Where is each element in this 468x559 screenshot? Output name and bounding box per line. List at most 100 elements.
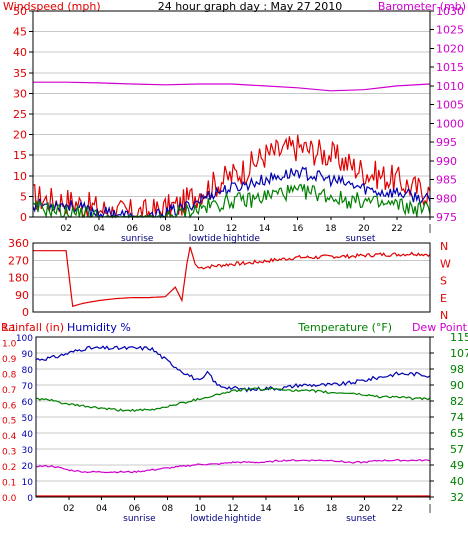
event-label: hightide	[224, 514, 261, 524]
rainfall-tick-label: 0.9	[2, 355, 17, 365]
x-tick-label: 20	[358, 224, 370, 234]
temp-series-line	[35, 387, 431, 413]
event-label: sunset	[346, 514, 376, 524]
temperature-tick-label: 82	[450, 395, 464, 408]
barometer-axis-label: Barometer (mb)	[378, 0, 466, 13]
x-tick-label: |	[428, 504, 431, 514]
barometer-tick-label: 990	[436, 155, 457, 168]
windspeed-tick-label: 10	[13, 170, 27, 183]
windspeed-tick-label: 30	[13, 87, 27, 100]
event-label: sunset	[346, 234, 376, 244]
direction-tick-label: 270	[8, 254, 29, 267]
x-tick-label: 20	[359, 504, 371, 514]
barometer-tick-label: 1005	[436, 99, 464, 112]
dewpoint-axis-label: Dew Point	[412, 321, 468, 334]
event-label: lowtide	[189, 234, 222, 244]
rainfall-tick-label: 0.3	[2, 448, 16, 458]
x-tick-label: 12	[227, 504, 238, 514]
temperature-tick-label: 49	[450, 459, 464, 472]
compass-letter: N	[440, 240, 448, 253]
direction-tick-label: 360	[8, 237, 29, 250]
humidity-tick-label: 0	[27, 494, 33, 504]
humidity-axis-label: Humidity %	[67, 321, 131, 334]
temperature-tick-label: 40	[450, 475, 464, 488]
rainfall-tick-label: 1.1	[2, 324, 16, 334]
x-tick-label: 10	[194, 504, 206, 514]
x-tick-label: 16	[293, 504, 305, 514]
humidity-tick-label: 30	[22, 446, 34, 456]
rainfall-tick-label: 0.8	[2, 370, 17, 380]
windspeed-tick-label: 45	[13, 26, 27, 39]
x-tick-label: 14	[259, 224, 271, 234]
windspeed-tick-label: 40	[13, 46, 27, 59]
event-label: lowtide	[190, 514, 223, 524]
avgwind-series-line	[32, 166, 431, 219]
windspeed-tick-label: 5	[20, 190, 27, 203]
rainfall-tick-label: 0.7	[2, 386, 16, 396]
windspeed-tick-label: 50	[13, 5, 27, 18]
x-tick-label: 06	[127, 224, 139, 234]
humidity-series-line	[35, 345, 431, 393]
event-label: sunrise	[121, 234, 154, 244]
panel-wind-frame	[32, 10, 431, 218]
x-tick-label: 08	[162, 504, 174, 514]
x-tick-label: 22	[391, 224, 402, 234]
windspeed-tick-label: 25	[13, 108, 27, 121]
direction-tick-label: 180	[8, 272, 29, 285]
x-tick-label: 14	[260, 504, 272, 514]
x-tick-label: 22	[391, 504, 402, 514]
barometer-tick-label: 995	[436, 136, 457, 149]
barometer-tick-label: 1020	[436, 42, 464, 55]
x-tick-label: 06	[129, 504, 141, 514]
compass-letter: N	[440, 309, 448, 322]
event-label: sunrise	[123, 514, 156, 524]
temperature-tick-label: 74	[450, 411, 464, 424]
barometer-tick-label: 1010	[436, 80, 464, 93]
humidity-tick-label: 100	[16, 334, 33, 344]
compass-letter: S	[440, 275, 447, 288]
windspeed-axis-label: Windspeed (mph)	[3, 0, 101, 13]
barometer-tick-label: 985	[436, 174, 457, 187]
x-tick-label: 04	[96, 504, 108, 514]
rainfall-axis-label: Rainfall (in)	[1, 321, 64, 334]
humidity-tick-label: 90	[22, 350, 34, 360]
x-tick-label: 16	[292, 224, 304, 234]
humidity-tick-label: 70	[22, 382, 34, 392]
barometer-tick-label: 1015	[436, 61, 464, 74]
windspeed-tick-label: 35	[13, 67, 27, 80]
temperature-tick-label: 32	[450, 491, 464, 504]
temperature-axis-label: Temperature (°F)	[297, 321, 392, 334]
humidity-tick-label: 40	[22, 430, 34, 440]
rainfall-tick-label: 0.0	[2, 494, 17, 504]
direction-tick-label: 90	[15, 289, 29, 302]
x-tick-label: 02	[60, 224, 71, 234]
x-tick-label: 02	[63, 504, 74, 514]
x-tick-label: 18	[325, 224, 337, 234]
barometer-tick-label: 1030	[436, 5, 464, 18]
x-tick-label: 08	[160, 224, 172, 234]
rainfall-tick-label: 0.6	[2, 401, 17, 411]
temperature-tick-label: 115	[450, 331, 468, 344]
temperature-tick-label: 107	[450, 347, 468, 360]
barometer-tick-label: 1000	[436, 117, 464, 130]
windspeed-tick-label: 20	[13, 129, 27, 142]
x-tick-label: |	[428, 224, 431, 234]
x-tick-label: 10	[193, 224, 205, 234]
rainfall-tick-label: 0.5	[2, 417, 16, 427]
humidity-tick-label: 60	[22, 398, 34, 408]
temperature-tick-label: 65	[450, 427, 464, 440]
windspeed-tick-label: 0	[20, 211, 27, 224]
temperature-tick-label: 90	[450, 379, 464, 392]
rainfall-tick-label: 0.2	[2, 463, 16, 473]
x-tick-label: 12	[226, 224, 237, 234]
panel-humidity-frame	[35, 336, 431, 498]
temperature-tick-label: 98	[450, 363, 464, 376]
humidity-tick-label: 20	[22, 462, 34, 472]
x-tick-label: 04	[93, 224, 105, 234]
windspeed-tick-label: 15	[13, 149, 27, 162]
compass-letter: E	[440, 292, 447, 305]
event-label: hightide	[223, 234, 260, 244]
direction-tick-label: 0	[22, 306, 29, 319]
